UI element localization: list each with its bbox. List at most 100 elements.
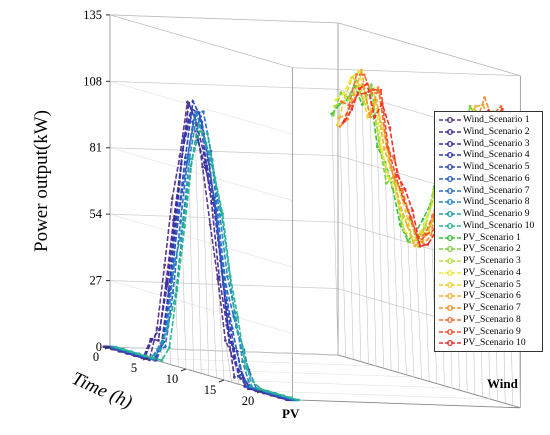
legend-item: PV_Scenario 8	[435, 314, 542, 326]
series-point-pv	[243, 385, 247, 388]
series-point-pv	[251, 379, 255, 383]
series-point-pv	[195, 112, 199, 116]
series-point-wind	[338, 124, 342, 128]
legend-swatch-marker	[447, 187, 454, 194]
series-point-wind	[333, 104, 336, 108]
series-point-pv	[228, 340, 231, 344]
legend-item: PV_Scenario 5	[435, 279, 542, 291]
series-point-pv	[181, 221, 185, 225]
series-point-pv	[228, 274, 232, 278]
series-point-pv	[297, 398, 300, 402]
series-point-wind	[380, 102, 384, 106]
legend-item: Wind_Scenario 6	[435, 173, 542, 185]
legend-swatch	[439, 210, 461, 218]
series-point-pv	[172, 263, 176, 266]
legend-label: PV_Scenario 8	[463, 313, 521, 325]
drop-line	[346, 99, 354, 360]
series-point-pv	[199, 115, 202, 118]
series-point-pv	[179, 219, 182, 223]
series-point-pv	[236, 316, 240, 319]
series-point-pv	[266, 389, 270, 393]
legend-swatch-marker	[447, 222, 454, 229]
x-tick-label: 0	[93, 350, 99, 364]
legend-swatch	[439, 128, 461, 135]
series-point-pv	[289, 396, 293, 400]
series-point-pv	[250, 385, 254, 389]
gridline-floor	[223, 379, 453, 389]
legend-swatch	[439, 257, 461, 265]
legend-label: Wind_Scenario 3	[463, 137, 530, 149]
series-point-wind	[483, 96, 486, 100]
drop-line	[369, 90, 377, 367]
gridline-back	[109, 213, 339, 223]
legend-item: PV_Scenario 10	[435, 337, 542, 349]
legend-label: Wind_Scenario 8	[463, 196, 530, 208]
legend-item: PV_Scenario 4	[435, 267, 542, 279]
series-point-pv	[183, 156, 187, 160]
legend-swatch	[439, 269, 461, 276]
drop-line	[407, 240, 415, 378]
series-point-wind	[501, 107, 504, 111]
series-point-pv	[230, 327, 234, 330]
legend-item: Wind_Scenario 7	[435, 185, 542, 197]
legend-swatch	[439, 246, 461, 253]
series-point-wind	[386, 174, 390, 178]
series-point-wind	[407, 240, 411, 244]
series-point-wind	[468, 104, 472, 108]
series-point-wind	[349, 104, 352, 107]
series-point-pv	[206, 132, 209, 135]
y-axis-label: Power output(kW)	[31, 110, 52, 252]
series-point-wind	[380, 147, 383, 150]
legend-swatch-marker	[447, 163, 454, 171]
series-point-wind	[387, 147, 390, 150]
legend-swatch	[439, 304, 461, 312]
series-point-wind	[361, 83, 365, 86]
legend-swatch-marker	[447, 128, 454, 135]
series-point-pv	[208, 163, 211, 166]
gridline-left	[109, 81, 293, 135]
legend-item: PV_Scenario 7	[435, 302, 542, 314]
gridline-left	[109, 147, 293, 201]
category-label-wind: Wind	[487, 376, 518, 391]
legend-label: PV_Scenario 5	[463, 278, 521, 290]
legend-swatch	[439, 316, 461, 323]
legend-label: Wind_Scenario 1	[463, 114, 530, 125]
legend-item: Wind_Scenario 10	[435, 220, 542, 232]
series-point-wind	[369, 115, 372, 119]
series-point-pv	[233, 375, 236, 379]
series-point-wind	[424, 224, 428, 228]
drop-line	[361, 104, 369, 364]
series-point-wind	[373, 115, 376, 119]
y-tick-label: 0	[96, 340, 102, 354]
drop-line	[194, 116, 202, 374]
series-point-pv	[183, 225, 187, 229]
series-point-pv	[217, 275, 221, 279]
series-point-wind	[411, 209, 414, 213]
legend-swatch-marker	[447, 269, 454, 276]
series-point-wind	[429, 233, 433, 237]
legend-label: Wind_Scenario 10	[463, 219, 535, 231]
legend-swatch	[439, 328, 461, 335]
y-tick-label: 135	[83, 8, 102, 22]
legend-swatch-marker	[447, 152, 454, 159]
series-point-pv	[200, 120, 204, 124]
series-point-pv	[187, 101, 191, 105]
series-point-wind	[371, 88, 375, 91]
legend-swatch	[439, 116, 461, 124]
drop-line	[354, 86, 362, 362]
y-tick-label: 54	[90, 207, 103, 221]
legend-swatch-marker	[447, 175, 454, 182]
x-tick-label: 15	[204, 383, 217, 397]
series-point-pv	[152, 356, 156, 360]
series-point-wind	[394, 183, 397, 187]
series-point-wind	[379, 88, 383, 92]
gridline-floor	[147, 357, 377, 367]
x-tick	[180, 368, 187, 372]
drop-line	[202, 166, 210, 376]
drop-line	[377, 146, 384, 369]
legend-label: PV_Scenario 6	[463, 290, 521, 302]
legend-label: Wind_Scenario 5	[463, 161, 530, 172]
legend-swatch	[439, 222, 461, 229]
series-point-wind	[419, 230, 423, 234]
drop-line	[232, 356, 240, 385]
